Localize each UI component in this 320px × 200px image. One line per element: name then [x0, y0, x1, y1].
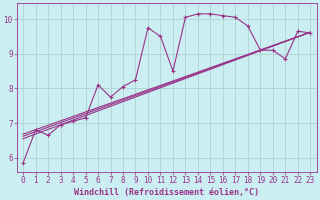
X-axis label: Windchill (Refroidissement éolien,°C): Windchill (Refroidissement éolien,°C)	[74, 188, 259, 197]
